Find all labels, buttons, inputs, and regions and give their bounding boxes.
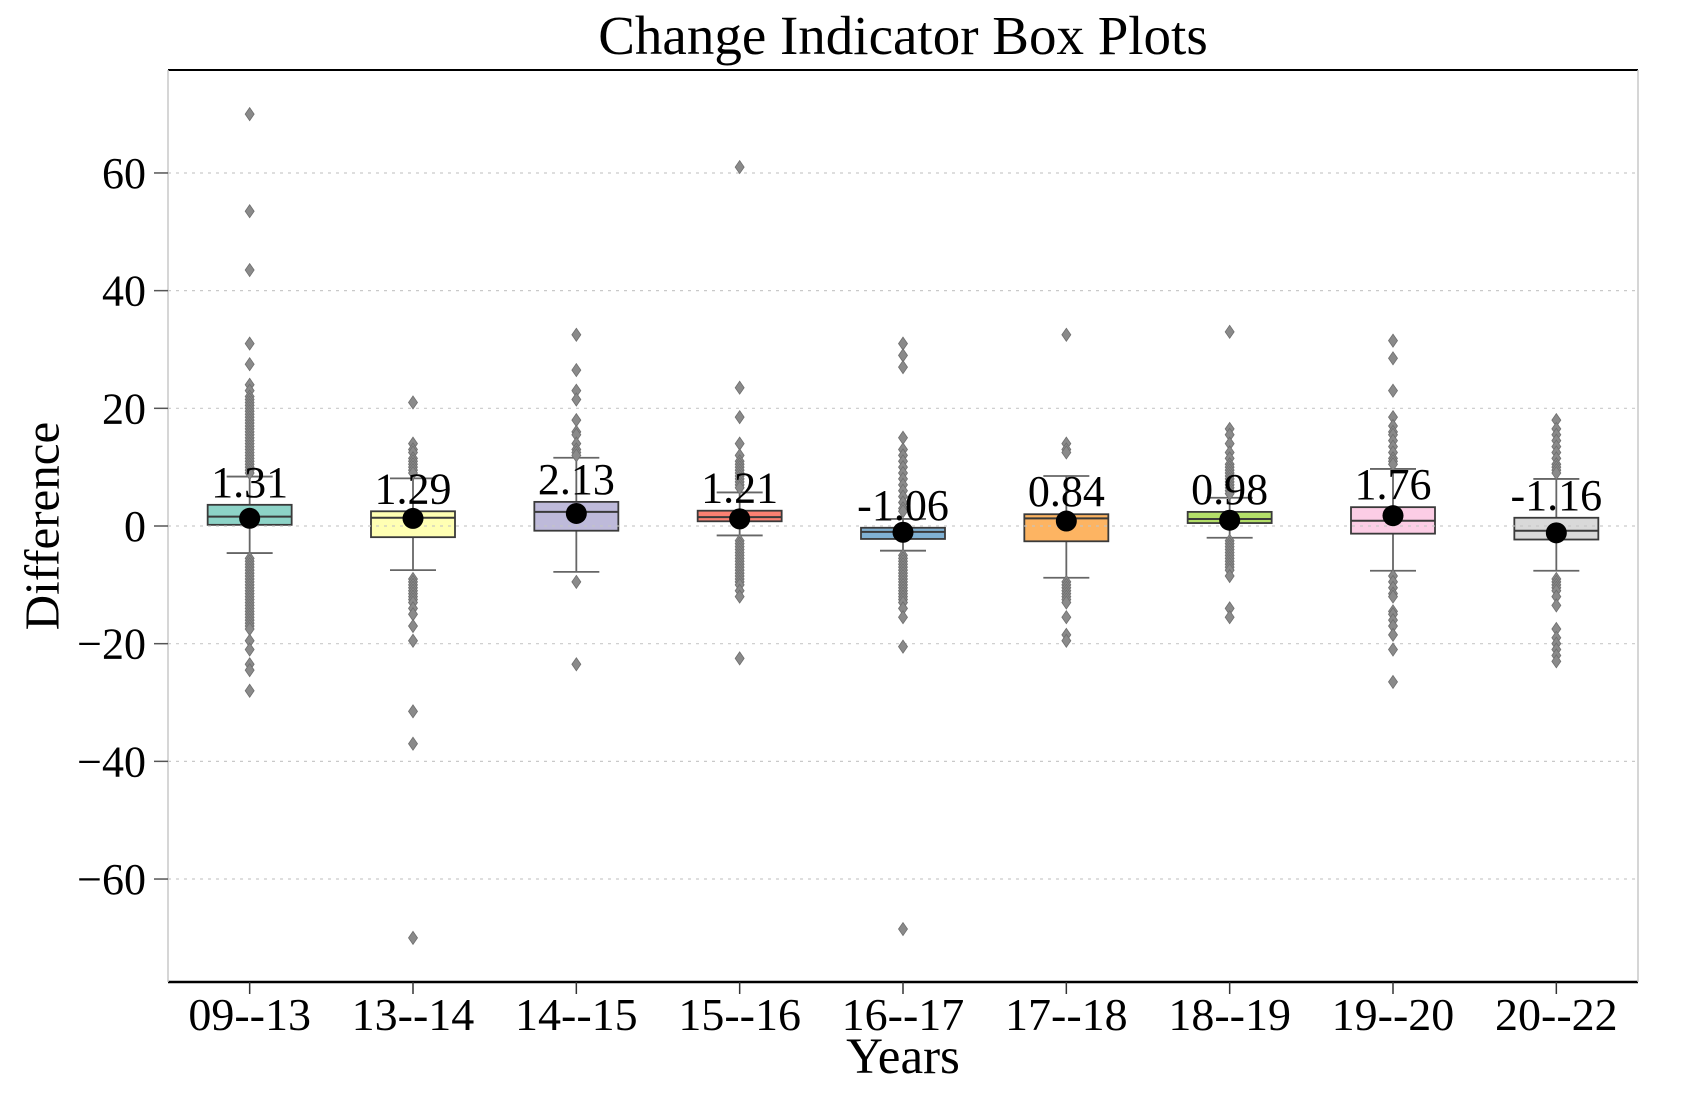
y-tick-label: 0 xyxy=(124,502,146,551)
outlier-point xyxy=(408,633,418,648)
outlier-point xyxy=(898,359,908,375)
x-tick-label-17--18: 17--18 xyxy=(1005,989,1128,1040)
outlier-point xyxy=(1388,589,1398,604)
outlier-point xyxy=(734,480,745,495)
outlier-point xyxy=(1388,674,1398,690)
outlier-point xyxy=(1061,327,1072,342)
outlier-point xyxy=(244,642,255,657)
mean-label: 2.13 xyxy=(538,455,615,504)
outlier-point xyxy=(571,448,582,463)
mean-dot xyxy=(239,507,261,529)
outlier-point xyxy=(244,662,255,678)
x-tick-label-18--19: 18--19 xyxy=(1168,989,1291,1040)
outlier-point xyxy=(1551,654,1562,669)
outlier-point xyxy=(1388,627,1398,643)
outlier-point xyxy=(571,392,582,407)
mean-label: -1.06 xyxy=(857,481,949,530)
outlier-point xyxy=(571,327,582,342)
outlier-point xyxy=(1388,457,1398,472)
mean-label: 1.29 xyxy=(375,464,452,513)
outlier-point xyxy=(1061,633,1072,648)
outlier-point xyxy=(244,465,255,481)
outlier-point xyxy=(898,504,908,519)
x-axis-label: Years xyxy=(846,1029,960,1085)
outlier-point xyxy=(1551,465,1562,481)
outlier-point xyxy=(244,336,255,351)
outlier-point xyxy=(244,204,255,219)
outlier-point xyxy=(408,465,418,481)
y-tick-label: −60 xyxy=(77,855,146,904)
mean-dot xyxy=(1382,505,1404,527)
x-tick-label-14--15: 14--15 xyxy=(515,989,638,1040)
outlier-point xyxy=(898,609,908,625)
outlier-point xyxy=(1061,609,1072,625)
outlier-point xyxy=(734,436,745,451)
outlier-point xyxy=(898,921,908,937)
outlier-point xyxy=(244,106,255,122)
y-tick-label: −40 xyxy=(77,737,146,786)
mean-label: 1.21 xyxy=(701,464,778,513)
mean-label: 1.76 xyxy=(1355,460,1432,509)
outlier-point xyxy=(1224,486,1235,501)
x-tick-label-15--16: 15--16 xyxy=(678,989,801,1040)
mean-dot xyxy=(565,502,587,524)
y-tick-label: 20 xyxy=(102,384,146,433)
outlier-point xyxy=(1388,642,1398,657)
x-tick-label-09--13: 09--13 xyxy=(188,989,311,1040)
mean-dot xyxy=(1545,522,1567,544)
mean-label: 0.98 xyxy=(1191,465,1268,514)
mean-label: -1.16 xyxy=(1511,471,1603,520)
x-tick-label-20--22: 20--22 xyxy=(1495,989,1618,1040)
outlier-point xyxy=(734,159,745,175)
outlier-point xyxy=(1224,609,1235,625)
outlier-point xyxy=(244,683,255,698)
outlier-point xyxy=(571,574,582,590)
outlier-point xyxy=(408,704,418,719)
outlier-point xyxy=(1061,445,1072,460)
outlier-point xyxy=(734,651,745,666)
outlier-point xyxy=(1551,598,1562,613)
outlier-point xyxy=(898,336,908,351)
y-tick-label: 40 xyxy=(102,267,146,316)
y-tick-label: 60 xyxy=(102,149,146,198)
chart-title: Change Indicator Box Plots xyxy=(598,5,1208,66)
outlier-point xyxy=(1224,324,1235,340)
x-tick-label-16--17: 16--17 xyxy=(842,989,965,1040)
mean-dot xyxy=(1219,509,1241,531)
outlier-point xyxy=(898,639,908,654)
mean-dot xyxy=(402,507,424,529)
outlier-point xyxy=(571,362,582,378)
x-tick-label-19--20: 19--20 xyxy=(1332,989,1455,1040)
outlier-point xyxy=(244,262,255,278)
outlier-point xyxy=(1388,383,1398,398)
outlier-point xyxy=(244,356,255,372)
mean-label: 1.31 xyxy=(211,458,288,507)
outlier-point xyxy=(571,657,582,672)
outlier-point xyxy=(898,348,908,363)
outlier-point xyxy=(1388,333,1398,348)
x-tick-label-13--14: 13--14 xyxy=(352,989,475,1040)
outlier-point xyxy=(734,380,745,395)
outlier-point xyxy=(408,395,418,410)
mean-dot xyxy=(1055,510,1077,532)
y-tick-label: −20 xyxy=(77,620,146,669)
mean-label: 0.84 xyxy=(1028,467,1105,516)
outlier-point xyxy=(571,412,582,428)
outlier-point xyxy=(1224,568,1235,584)
mean-dot xyxy=(892,521,914,543)
outlier-point xyxy=(408,618,418,634)
outlier-point xyxy=(408,930,418,946)
mean-dot xyxy=(729,508,751,530)
outlier-point xyxy=(734,409,745,425)
outlier-point xyxy=(1061,595,1072,610)
outlier-point xyxy=(898,430,908,445)
outlier-point xyxy=(1388,351,1398,366)
outlier-point xyxy=(734,589,745,604)
y-axis-label: Difference xyxy=(14,421,70,631)
outlier-point xyxy=(408,736,418,751)
